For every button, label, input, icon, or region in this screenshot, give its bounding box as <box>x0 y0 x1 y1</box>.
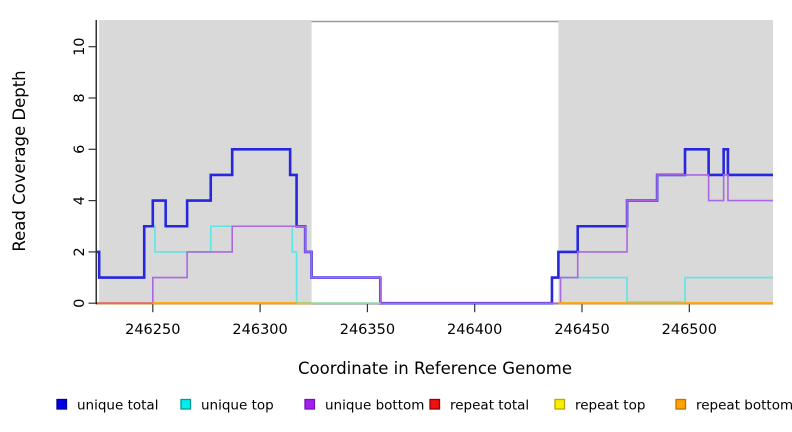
legend-swatch-repeat-total <box>429 398 441 410</box>
repeat-region-left <box>99 20 312 305</box>
legend-label: repeat total <box>450 398 529 414</box>
legend-label: unique bottom <box>325 398 424 414</box>
x-tick-label: 246500 <box>662 322 717 338</box>
legend-item-unique-bottom: unique bottom <box>304 398 424 414</box>
y-tick-label: 6 <box>72 145 88 154</box>
legend-item-unique-top: unique top <box>180 398 274 414</box>
y-axis-title: Read Coverage Depth <box>10 70 29 251</box>
legend-label: unique top <box>201 398 274 414</box>
x-tick-label: 246450 <box>554 322 609 338</box>
x-tick-label: 246300 <box>232 322 287 338</box>
legend-swatch-repeat-top <box>554 398 566 410</box>
legend-swatch-unique-total <box>56 398 68 410</box>
legend: unique total unique top unique bottom repea… <box>56 398 792 414</box>
legend-label: unique total <box>77 398 158 414</box>
x-axis-title: Coordinate in Reference Genome <box>298 359 572 378</box>
legend-item-unique-total: unique total <box>56 398 158 414</box>
y-tick-label: 0 <box>72 299 88 308</box>
legend-swatch-repeat-bottom <box>675 398 687 410</box>
repeat-region-right <box>558 20 773 305</box>
legend-item-repeat-bottom: repeat bottom <box>675 398 792 414</box>
y-tick-label: 2 <box>72 247 88 256</box>
series-layer <box>97 148 773 305</box>
legend-swatch-unique-bottom <box>304 398 316 410</box>
legend-label: repeat top <box>575 398 645 414</box>
legend-item-repeat-top: repeat top <box>554 398 645 414</box>
legend-item-repeat-total: repeat total <box>429 398 529 414</box>
series-line-unique-bottom <box>97 174 773 304</box>
tick-labels-layer: 246250 246300 246350 246400 246450 246500 0 2 4 6… <box>72 37 717 338</box>
y-tick-label: 4 <box>72 196 88 205</box>
legend-label: repeat bottom <box>696 398 792 414</box>
y-tick-label: 8 <box>72 93 88 102</box>
x-tick-label: 246350 <box>340 322 395 338</box>
x-tick-label: 246400 <box>447 322 502 338</box>
y-tick-label: 10 <box>72 37 88 55</box>
x-tick-label: 246250 <box>125 322 180 338</box>
shaded-regions-layer <box>99 20 773 305</box>
legend-swatch-unique-top <box>180 398 192 410</box>
